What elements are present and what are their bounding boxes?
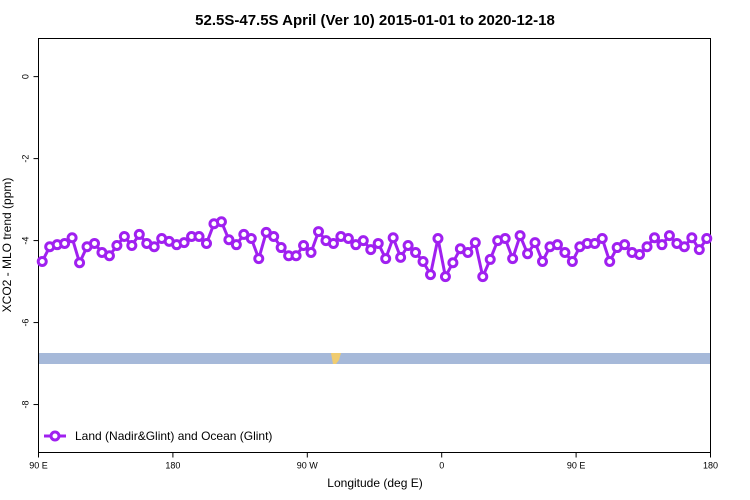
point <box>290 250 302 262</box>
point <box>425 269 436 281</box>
point <box>678 241 690 253</box>
x-axis-label: Longitude (deg E) <box>327 476 422 490</box>
point <box>410 246 422 258</box>
ocean-strip <box>39 353 710 364</box>
point <box>507 253 519 265</box>
point <box>432 233 444 245</box>
point <box>566 255 578 267</box>
point <box>245 233 257 245</box>
point <box>387 232 399 244</box>
plot-frame <box>38 38 711 453</box>
y-tick-label: -4 <box>21 237 31 245</box>
point <box>537 255 548 267</box>
point <box>342 233 354 245</box>
point <box>230 239 242 251</box>
point <box>313 226 324 238</box>
point <box>439 271 451 283</box>
point <box>372 237 384 249</box>
chart-title: 52.5S-47.5S April (Ver 10) 2015-01-01 to… <box>195 12 555 29</box>
point <box>215 216 227 228</box>
point <box>253 253 265 265</box>
point <box>365 244 377 256</box>
point <box>103 250 115 262</box>
point <box>111 240 123 251</box>
point <box>641 241 653 253</box>
point <box>477 271 489 283</box>
point <box>193 230 205 242</box>
point <box>275 242 287 254</box>
x-tick-label: 90 E <box>567 461 586 471</box>
y-tick-label: -2 <box>21 155 31 163</box>
point <box>499 233 511 245</box>
point <box>268 230 280 242</box>
point <box>522 248 534 260</box>
point <box>380 253 392 265</box>
point <box>469 237 481 249</box>
point <box>649 232 660 244</box>
point <box>529 237 541 249</box>
y-tick-label: -6 <box>21 319 31 327</box>
point <box>298 240 310 251</box>
point <box>66 232 78 244</box>
point <box>148 241 160 253</box>
point <box>178 237 190 249</box>
point <box>447 257 459 269</box>
point <box>402 240 414 251</box>
point <box>514 230 526 242</box>
point <box>596 233 608 245</box>
point <box>118 230 130 242</box>
point <box>223 234 235 246</box>
point <box>59 237 71 249</box>
x-tick-label: 0 <box>439 461 444 471</box>
x-tick-label: 90 E <box>29 461 48 471</box>
point <box>686 232 698 244</box>
point <box>126 240 138 251</box>
point <box>395 251 407 263</box>
point <box>74 257 86 269</box>
point <box>462 246 474 258</box>
point <box>417 255 429 267</box>
point <box>663 230 675 242</box>
point <box>201 237 212 249</box>
point <box>604 255 616 267</box>
point <box>701 233 713 245</box>
legend: Land (Nadir&Glint) and Ocean (Glint) <box>44 429 272 443</box>
y-tick-label: -8 <box>21 401 31 409</box>
legend-label: Land (Nadir&Glint) and Ocean (Glint) <box>75 429 272 443</box>
point <box>89 237 100 249</box>
point <box>589 237 601 249</box>
point <box>634 249 646 261</box>
point <box>693 244 705 256</box>
point <box>36 255 48 267</box>
point <box>656 239 668 251</box>
y-axis-label: XCO2 - MLO trend (ppm) <box>0 178 14 313</box>
point <box>551 239 563 251</box>
point <box>305 246 317 258</box>
legend-marker <box>49 430 61 442</box>
x-tick-label: 180 <box>165 461 180 471</box>
point <box>327 237 339 249</box>
x-tick-label: 180 <box>703 461 718 471</box>
point <box>484 253 496 265</box>
point <box>357 235 369 247</box>
point <box>133 228 145 240</box>
point <box>559 246 571 258</box>
point <box>619 239 631 251</box>
x-tick-label: 90 W <box>297 461 319 471</box>
y-tick-label: 0 <box>21 74 31 79</box>
land-patch <box>331 353 341 364</box>
